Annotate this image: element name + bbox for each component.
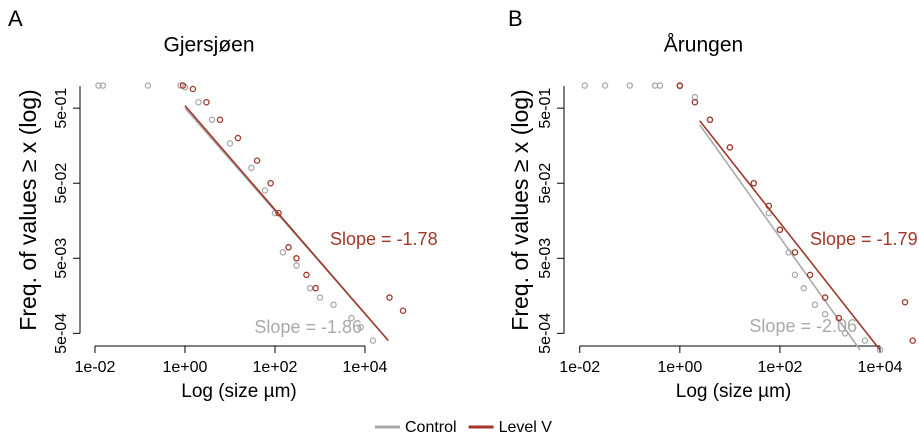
point <box>776 226 784 233</box>
y-axis-label: Freq. of values ≥ x (log) <box>15 89 41 330</box>
slope-label: Slope = -1.78 <box>330 229 438 249</box>
point <box>821 310 829 318</box>
x-tick-label: 1e-02 <box>75 359 116 376</box>
point <box>267 179 274 187</box>
y-tick-label: 5e-01 <box>53 88 70 129</box>
point <box>293 262 300 269</box>
x-tick-label: 1e+04 <box>858 359 903 376</box>
point <box>656 82 664 89</box>
chart-title: Gjersjøen <box>163 34 254 57</box>
panel-label: A <box>8 6 23 31</box>
point <box>726 144 734 151</box>
point <box>195 98 202 106</box>
point <box>676 82 684 89</box>
chart-title: Årungen <box>664 34 743 57</box>
point <box>791 249 799 256</box>
x-tick-label: 1e+04 <box>343 359 388 376</box>
point <box>216 116 224 124</box>
point <box>800 284 808 292</box>
point <box>601 82 609 89</box>
point <box>791 271 799 279</box>
point <box>275 209 282 217</box>
fit-line <box>699 120 881 351</box>
point <box>248 164 255 172</box>
y-axis-label: Freq. of values ≥ x (log) <box>507 89 533 330</box>
legend-label: Level V <box>499 419 553 436</box>
point <box>234 134 242 142</box>
point <box>357 324 364 331</box>
y-tick-label: 5e-02 <box>537 163 554 204</box>
panel: A Gjersjøen 5e-01 5e-02 5e-03 5e-04 Freq. of v… <box>8 6 438 402</box>
x-tick-label: 1e+00 <box>657 359 702 376</box>
point <box>811 301 819 309</box>
fit-line <box>184 105 389 342</box>
point <box>861 337 869 344</box>
point <box>303 271 310 279</box>
y-tick-label: 5e-03 <box>537 238 554 279</box>
legend: Control Level V <box>375 419 552 436</box>
point <box>208 116 216 124</box>
point <box>386 294 393 301</box>
point <box>876 346 884 354</box>
point <box>909 337 916 344</box>
y-tick-label: 5e-04 <box>537 313 554 354</box>
point <box>316 294 324 301</box>
point <box>279 249 287 256</box>
point <box>99 82 107 89</box>
point <box>293 255 300 262</box>
point <box>179 82 187 89</box>
x-tick-label: 1e-02 <box>559 359 600 376</box>
y-tick-label: 5e-04 <box>53 313 70 354</box>
point <box>203 98 210 106</box>
point <box>312 284 319 292</box>
point <box>821 294 829 301</box>
point <box>330 301 337 309</box>
point <box>835 314 843 322</box>
y-tick-label: 5e-02 <box>53 163 70 204</box>
point <box>253 157 261 164</box>
x-tick-label: 1e+02 <box>253 359 298 376</box>
x-axis-label: Log (size µm) <box>676 381 791 402</box>
fit-line <box>699 124 861 351</box>
legend-label: Control <box>405 419 457 436</box>
point <box>806 271 814 279</box>
point <box>691 98 699 106</box>
point <box>348 314 355 322</box>
slope-label: Slope = -2.06 <box>749 316 857 336</box>
point <box>369 337 377 344</box>
point <box>261 187 269 194</box>
point <box>901 298 909 306</box>
point <box>581 82 589 89</box>
x-tick-label: 1e+02 <box>757 359 802 376</box>
panel-label: B <box>508 6 523 31</box>
point <box>226 140 234 147</box>
point <box>95 82 102 89</box>
y-tick-label: 5e-01 <box>537 88 554 129</box>
slope-label: Slope = -1.86 <box>254 317 362 337</box>
point <box>626 82 634 89</box>
point <box>144 82 152 89</box>
slope-label: Slope = -1.79 <box>810 229 918 249</box>
x-axis-label: Log (size µm) <box>181 381 296 402</box>
point <box>285 244 292 251</box>
point <box>706 116 714 124</box>
point <box>399 307 407 314</box>
point <box>306 284 314 292</box>
point <box>189 85 197 93</box>
y-tick-label: 5e-03 <box>53 238 70 279</box>
point <box>750 179 758 187</box>
x-tick-label: 1e+00 <box>163 359 208 376</box>
